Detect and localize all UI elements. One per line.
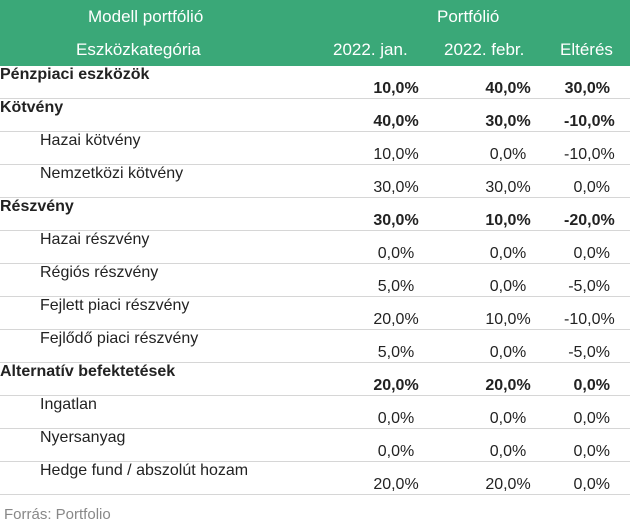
- table-row-sub: Nyersanyag 0,0% 0,0% 0,0%: [0, 428, 630, 462]
- portfolio-heading: Portfólió: [437, 7, 500, 26]
- row-jan-value: 30,0%: [340, 164, 452, 198]
- row-feb-value: 0,0%: [452, 329, 564, 363]
- table-row-category: Kötvény 40,0% 30,0% -10,0%: [0, 98, 630, 132]
- row-feb-value: 0,0%: [452, 395, 564, 429]
- row-label: Ingatlan: [0, 395, 340, 429]
- row-jan-value: 5,0%: [340, 263, 452, 297]
- row-feb-value: 0,0%: [452, 428, 564, 462]
- row-feb-value: 10,0%: [452, 296, 564, 330]
- table-row-sub: Régiós részvény 5,0% 0,0% -5,0%: [0, 263, 630, 297]
- row-diff-value: 0,0%: [564, 164, 630, 198]
- table-row-sub: Nemzetközi kötvény 30,0% 30,0% 0,0%: [0, 164, 630, 198]
- row-feb-value: 0,0%: [452, 131, 564, 165]
- row-jan-value: 20,0%: [340, 296, 452, 330]
- col-feb-heading: 2022. febr.: [444, 40, 525, 59]
- row-label: Nyersanyag: [0, 428, 340, 462]
- row-diff-value: 0,0%: [564, 461, 630, 495]
- row-feb-value: 10,0%: [452, 197, 564, 231]
- row-diff-value: 0,0%: [564, 395, 630, 429]
- row-diff-value: 30,0%: [564, 66, 630, 99]
- row-feb-value: 30,0%: [452, 164, 564, 198]
- table-row-sub: Fejlődő piaci részvény 5,0% 0,0% -5,0%: [0, 329, 630, 363]
- row-diff-value: 0,0%: [564, 428, 630, 462]
- table-row-sub: Hedge fund / abszolút hozam 20,0% 20,0% …: [0, 461, 630, 495]
- col-diff-heading: Eltérés: [560, 40, 613, 59]
- table-row-category: Pénzpiaci eszközök 10,0% 40,0% 30,0%: [0, 66, 630, 99]
- row-feb-value: 40,0%: [452, 66, 564, 99]
- source-note: Forrás: Portfolio: [4, 506, 111, 523]
- asset-class-heading: Eszközkategória: [76, 40, 201, 59]
- row-label: Fejlett piaci részvény: [0, 296, 340, 330]
- row-diff-value: 0,0%: [564, 362, 630, 396]
- table-row-sub: Hazai részvény 0,0% 0,0% 0,0%: [0, 230, 630, 264]
- row-diff-value: -10,0%: [564, 98, 630, 132]
- row-feb-value: 20,0%: [452, 461, 564, 495]
- row-jan-value: 20,0%: [340, 362, 452, 396]
- table-row-sub: Hazai kötvény 10,0% 0,0% -10,0%: [0, 131, 630, 165]
- row-label: Nemzetközi kötvény: [0, 164, 340, 198]
- row-jan-value: 0,0%: [340, 230, 452, 264]
- row-diff-value: -10,0%: [564, 131, 630, 165]
- row-label: Hazai kötvény: [0, 131, 340, 165]
- row-feb-value: 20,0%: [452, 362, 564, 396]
- row-jan-value: 5,0%: [340, 329, 452, 363]
- row-label: Fejlődő piaci részvény: [0, 329, 340, 363]
- row-diff-value: -10,0%: [564, 296, 630, 330]
- row-jan-value: 40,0%: [340, 98, 452, 132]
- row-label: Régiós részvény: [0, 263, 340, 297]
- table-row-category: Részvény 30,0% 10,0% -20,0%: [0, 197, 630, 231]
- row-label: Részvény: [0, 197, 340, 231]
- row-jan-value: 0,0%: [340, 428, 452, 462]
- row-label: Pénzpiaci eszközök: [0, 66, 340, 99]
- row-feb-value: 0,0%: [452, 263, 564, 297]
- table-header: Modell portfólió Portfólió Eszközkategór…: [0, 0, 630, 66]
- col-jan-heading: 2022. jan.: [333, 40, 408, 59]
- row-diff-value: -20,0%: [564, 197, 630, 231]
- row-jan-value: 30,0%: [340, 197, 452, 231]
- row-jan-value: 20,0%: [340, 461, 452, 495]
- table-row-sub: Fejlett piaci részvény 20,0% 10,0% -10,0…: [0, 296, 630, 330]
- row-feb-value: 0,0%: [452, 230, 564, 264]
- row-label: Alternatív befektetések: [0, 362, 340, 396]
- row-diff-value: -5,0%: [564, 329, 630, 363]
- row-label: Kötvény: [0, 98, 340, 132]
- row-jan-value: 10,0%: [340, 66, 452, 99]
- row-diff-value: -5,0%: [564, 263, 630, 297]
- row-label: Hazai részvény: [0, 230, 340, 264]
- row-jan-value: 10,0%: [340, 131, 452, 165]
- table-row-sub: Ingatlan 0,0% 0,0% 0,0%: [0, 395, 630, 429]
- row-feb-value: 30,0%: [452, 98, 564, 132]
- row-diff-value: 0,0%: [564, 230, 630, 264]
- model-portfolio-heading: Modell portfólió: [88, 7, 204, 26]
- row-jan-value: 0,0%: [340, 395, 452, 429]
- table-row-category: Alternatív befektetések 20,0% 20,0% 0,0%: [0, 362, 630, 396]
- allocation-table: Pénzpiaci eszközök 10,0% 40,0% 30,0% Köt…: [0, 66, 630, 495]
- row-label: Hedge fund / abszolút hozam: [0, 461, 340, 495]
